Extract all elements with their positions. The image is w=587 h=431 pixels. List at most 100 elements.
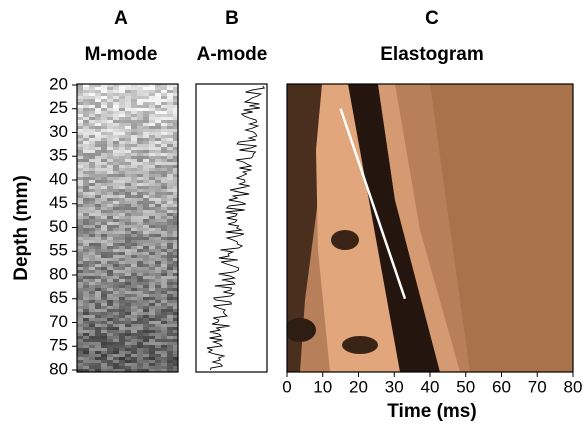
m-mode-pixel	[89, 333, 96, 337]
m-mode-pixel	[107, 300, 114, 304]
m-mode-pixel	[173, 159, 178, 163]
m-mode-pixel	[143, 234, 150, 238]
m-mode-pixel	[83, 123, 90, 127]
m-mode-pixel	[83, 174, 90, 178]
m-mode-pixel	[149, 300, 156, 304]
m-mode-pixel	[155, 189, 162, 193]
m-mode-pixel	[149, 261, 156, 265]
m-mode-pixel	[77, 297, 84, 301]
m-mode-pixel	[119, 366, 126, 370]
m-mode-pixel	[89, 357, 96, 361]
m-mode-pixel	[83, 171, 90, 175]
m-mode-pixel	[173, 285, 178, 289]
m-mode-pixel	[95, 243, 102, 247]
m-mode-pixel	[167, 108, 174, 112]
m-mode-pixel	[155, 129, 162, 133]
m-mode-pixel	[119, 153, 126, 157]
m-mode-pixel	[89, 366, 96, 370]
m-mode-pixel	[95, 354, 102, 358]
m-mode-pixel	[95, 309, 102, 313]
m-mode-pixel	[155, 141, 162, 145]
m-mode-pixel	[131, 159, 138, 163]
m-mode-pixel	[155, 210, 162, 214]
m-mode-pixel	[125, 258, 132, 262]
m-mode-pixel	[119, 309, 126, 313]
m-mode-pixel	[173, 93, 178, 97]
m-mode-pixel	[131, 297, 138, 301]
m-mode-pixel	[95, 186, 102, 190]
m-mode-pixel	[137, 246, 144, 250]
m-mode-pixel	[167, 171, 174, 175]
m-mode-pixel	[137, 168, 144, 172]
m-mode-pixel	[131, 363, 138, 367]
m-mode-pixel	[107, 240, 114, 244]
m-mode-pixel	[95, 132, 102, 136]
m-mode-pixel	[101, 141, 108, 145]
m-mode-pixel	[173, 135, 178, 139]
m-mode-pixel	[143, 171, 150, 175]
m-mode-pixel	[113, 276, 120, 280]
m-mode-pixel	[125, 102, 132, 106]
m-mode-pixel	[143, 333, 150, 337]
m-mode-pixel	[119, 168, 126, 172]
m-mode-pixel	[167, 258, 174, 262]
m-mode-pixel	[89, 216, 96, 220]
m-mode-pixel	[77, 225, 84, 229]
m-mode-pixel	[83, 267, 90, 271]
m-mode-pixel	[95, 84, 102, 88]
m-mode-pixel	[167, 135, 174, 139]
m-mode-pixel	[161, 213, 168, 217]
m-mode-pixel	[119, 87, 126, 91]
m-mode-pixel	[167, 276, 174, 280]
m-mode-pixel	[119, 360, 126, 364]
m-mode-pixel	[89, 219, 96, 223]
m-mode-pixel	[137, 291, 144, 295]
m-mode-pixel	[143, 288, 150, 292]
y-tick-label: 25	[49, 98, 68, 117]
m-mode-pixel	[167, 303, 174, 307]
m-mode-pixel	[173, 312, 178, 316]
m-mode-pixel	[89, 342, 96, 346]
m-mode-pixel	[83, 111, 90, 115]
m-mode-pixel	[143, 213, 150, 217]
m-mode-pixel	[95, 282, 102, 286]
m-mode-pixel	[83, 357, 90, 361]
m-mode-pixel	[83, 291, 90, 295]
m-mode-pixel	[143, 246, 150, 250]
m-mode-pixel	[149, 138, 156, 142]
m-mode-pixel	[131, 345, 138, 349]
m-mode-pixel	[143, 228, 150, 232]
m-mode-pixel	[95, 222, 102, 226]
elastogram-image	[287, 84, 573, 372]
m-mode-pixel	[137, 339, 144, 343]
m-mode-pixel	[107, 90, 114, 94]
m-mode-pixel	[107, 141, 114, 145]
m-mode-pixel	[119, 252, 126, 256]
m-mode-pixel	[101, 309, 108, 313]
m-mode-pixel	[101, 291, 108, 295]
m-mode-pixel	[131, 342, 138, 346]
m-mode-pixel	[119, 264, 126, 268]
m-mode-pixel	[113, 315, 120, 319]
m-mode-pixel	[119, 357, 126, 361]
m-mode-pixel	[173, 213, 178, 217]
m-mode-pixel	[137, 264, 144, 268]
m-mode-pixel	[155, 282, 162, 286]
m-mode-pixel	[155, 330, 162, 334]
m-mode-pixel	[161, 105, 168, 109]
m-mode-pixel	[131, 306, 138, 310]
m-mode-pixel	[113, 237, 120, 241]
m-mode-pixel	[161, 228, 168, 232]
m-mode-pixel	[155, 168, 162, 172]
m-mode-pixel	[107, 297, 114, 301]
m-mode-pixel	[137, 141, 144, 145]
m-mode-pixel	[83, 366, 90, 370]
m-mode-pixel	[107, 207, 114, 211]
m-mode-pixel	[173, 303, 178, 307]
m-mode-pixel	[77, 282, 84, 286]
m-mode-pixel	[101, 204, 108, 208]
m-mode-pixel	[125, 117, 132, 121]
m-mode-pixel	[101, 123, 108, 127]
m-mode-pixel	[173, 363, 178, 367]
m-mode-pixel	[143, 120, 150, 124]
